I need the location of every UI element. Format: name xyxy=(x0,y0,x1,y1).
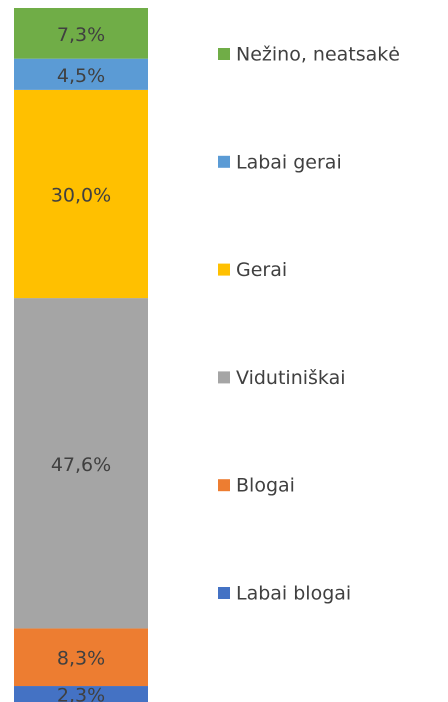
legend-label: Vidutiniškai xyxy=(236,367,346,389)
legend-label: Gerai xyxy=(236,259,287,281)
data-label: 7,3% xyxy=(57,24,105,46)
bar-segment xyxy=(14,628,148,687)
data-label: 4,5% xyxy=(57,65,105,87)
legend-swatch xyxy=(218,48,230,60)
legend-label: Nežino, neatsakė xyxy=(236,44,400,66)
bar-segment xyxy=(14,8,148,59)
data-label: 2,3% xyxy=(57,685,105,702)
bar-segment xyxy=(14,686,148,702)
legend-label: Labai gerai xyxy=(236,151,342,173)
bar-segment xyxy=(14,89,148,299)
legend-swatch xyxy=(218,155,230,168)
bar-segment xyxy=(14,58,148,90)
data-label: 30,0% xyxy=(51,184,111,206)
legend-swatch xyxy=(218,371,230,384)
legend-swatch xyxy=(218,263,230,276)
data-label: 8,3% xyxy=(57,648,105,670)
legend-swatch xyxy=(218,587,230,599)
data-label: 47,6% xyxy=(51,454,111,476)
bar-segment xyxy=(14,298,148,629)
legend-swatch xyxy=(218,479,230,492)
legend-label: Labai blogai xyxy=(236,583,351,605)
legend-label: Blogai xyxy=(236,475,295,497)
